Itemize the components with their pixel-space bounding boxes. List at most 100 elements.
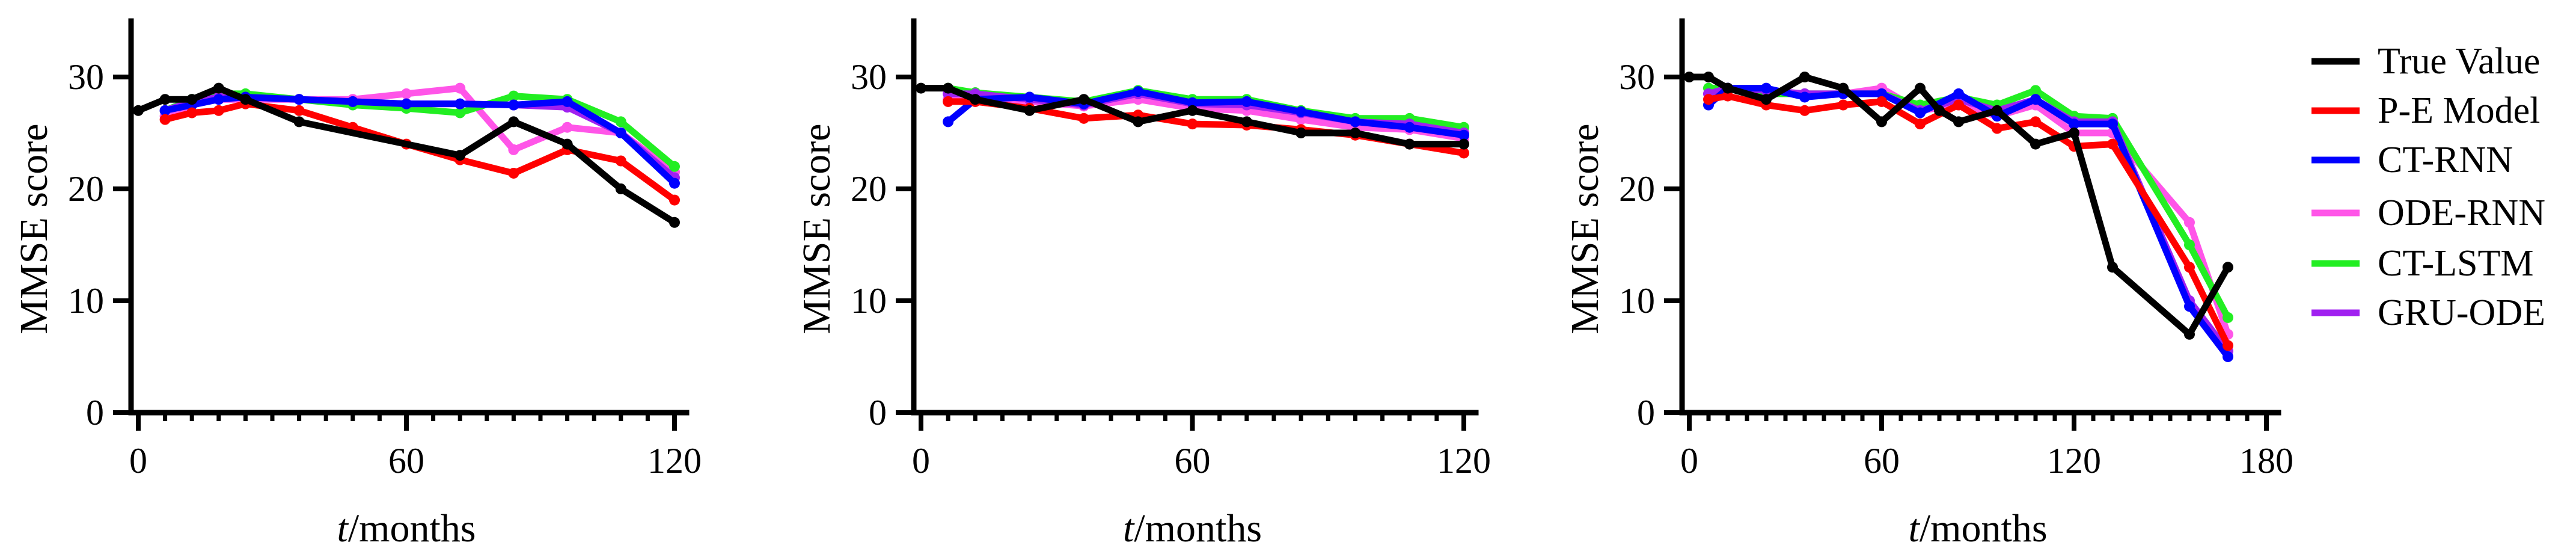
legend-label-p-e-model: P-E Model (2378, 90, 2540, 131)
series-line-ct-rnn (1705, 85, 2232, 360)
data-point-ct-rnn (1458, 129, 1469, 141)
legend-label-ode-rnn: ODE-RNN (2378, 192, 2545, 233)
data-point-ct-rnn (615, 128, 626, 138)
data-point-true-value (669, 217, 680, 228)
data-point-true-value (943, 82, 954, 94)
x-axis-title: t/months (1123, 506, 1262, 550)
x-tick-label: 60 (1864, 441, 1900, 481)
x-axis-title-italic: t (1908, 506, 1920, 550)
data-point-ct-rnn (1241, 96, 1252, 107)
data-point-p-e-model (1992, 123, 2002, 134)
data-point-ct-rnn (2030, 94, 2041, 105)
x-tick-label: 0 (912, 441, 930, 481)
series-ct-rnn (159, 91, 680, 189)
legend-entry-true-value: True Value (2311, 41, 2540, 82)
data-point-true-value (1241, 116, 1252, 128)
data-point-p-e-model (1876, 96, 1887, 107)
y-axis-title: MMSE score (1563, 123, 1607, 334)
y-axis-title: MMSE score (795, 123, 839, 334)
data-point-p-e-model (2184, 262, 2195, 273)
data-point-ode-rnn (2184, 217, 2195, 228)
legend-entry-p-e-model: P-E Model (2311, 90, 2540, 131)
legend-label-gru-ode: GRU-ODE (2378, 292, 2545, 333)
data-point-true-value (2030, 138, 2041, 150)
data-point-true-value (615, 183, 626, 194)
data-point-ct-rnn (1953, 88, 1964, 99)
data-point-p-e-model (186, 107, 198, 118)
data-point-p-e-model (1458, 147, 1469, 159)
data-point-true-value (561, 138, 573, 150)
x-axis-title-italic: t (1123, 506, 1135, 550)
series-ct-rnn (1703, 82, 2233, 362)
y-tick-label: 20 (851, 169, 887, 209)
y-axis-title: MMSE score (12, 123, 56, 334)
legend-label-true-value: True Value (2378, 41, 2540, 82)
data-point-ct-rnn (347, 96, 358, 107)
data-point-ct-rnn (2184, 301, 2195, 312)
data-point-ct-rnn (1404, 122, 1415, 133)
data-point-ct-lstm (615, 116, 626, 128)
data-point-true-value (1722, 82, 1733, 94)
data-point-true-value (1133, 116, 1144, 128)
data-point-ct-rnn (669, 177, 680, 189)
data-point-true-value (240, 94, 251, 105)
data-point-p-e-model (1078, 112, 1089, 124)
y-tick-label: 0 (869, 393, 887, 432)
data-point-p-e-model (508, 167, 519, 179)
data-point-true-value (213, 82, 224, 94)
data-point-ct-rnn (401, 98, 412, 109)
data-point-true-value (2069, 128, 2079, 138)
y-tick-label: 10 (851, 281, 887, 321)
data-point-p-e-model (1915, 118, 1926, 130)
data-point-ct-lstm (669, 161, 680, 172)
data-point-ode-rnn (454, 82, 466, 94)
chart-panel-2: 0 60 120 0 10 20 30 t/months MMSE score (795, 18, 1491, 550)
data-point-p-e-model (2223, 340, 2233, 351)
x-axis-title-rest: /months (1920, 506, 2048, 550)
data-point-ode-rnn (561, 122, 573, 133)
data-point-ct-lstm (454, 107, 466, 118)
data-point-p-e-model (1838, 99, 1849, 111)
data-point-ct-rnn (1876, 88, 1887, 99)
data-point-p-e-model (943, 96, 954, 107)
data-point-true-value (2184, 328, 2195, 340)
data-point-true-value (1187, 105, 1198, 116)
legend-entry-ode-rnn: ODE-RNN (2311, 192, 2545, 233)
series-true-value (916, 82, 1469, 150)
data-point-ct-lstm (2223, 312, 2233, 323)
data-point-true-value (1799, 72, 1810, 82)
data-point-p-e-model (1953, 99, 1964, 111)
data-point-true-value (2223, 262, 2233, 273)
data-point-ct-lstm (508, 90, 519, 102)
y-tick-label: 0 (86, 393, 104, 432)
x-axis-title-italic: t (337, 506, 349, 550)
data-point-true-value (1953, 116, 1964, 128)
y-tick-label: 30 (1619, 57, 1655, 97)
series-true-value (1684, 72, 2233, 340)
data-point-p-e-model (213, 105, 224, 116)
data-point-true-value (1761, 94, 1772, 105)
chart-panel-1: 0 60 120 0 10 20 30 t/months MMSE score (12, 18, 702, 550)
x-axis-title-rest: /months (1134, 506, 1262, 550)
data-point-ct-rnn (1799, 91, 1810, 103)
data-point-ode-rnn (401, 88, 412, 99)
data-point-ct-rnn (293, 94, 305, 105)
data-point-true-value (1684, 72, 1695, 82)
data-point-ct-rnn (159, 105, 171, 116)
data-point-true-value (970, 94, 981, 105)
x-axis-title: t/months (337, 506, 476, 550)
x-tick-label: 120 (647, 441, 702, 481)
x-axis-title: t/months (1908, 506, 2047, 550)
data-point-true-value (1078, 94, 1089, 105)
y-tick-label: 10 (68, 281, 104, 321)
data-point-true-value (186, 94, 198, 105)
data-point-ct-rnn (2223, 351, 2233, 362)
x-tick-label: 180 (2239, 441, 2293, 481)
data-point-true-value (1350, 128, 1361, 138)
data-point-true-value (293, 116, 305, 128)
x-tick-label: 120 (1437, 441, 1491, 481)
data-point-true-value (2107, 262, 2118, 273)
y-tick-label: 30 (68, 57, 104, 97)
data-point-p-e-model (1799, 105, 1810, 116)
data-point-ct-rnn (213, 94, 224, 105)
